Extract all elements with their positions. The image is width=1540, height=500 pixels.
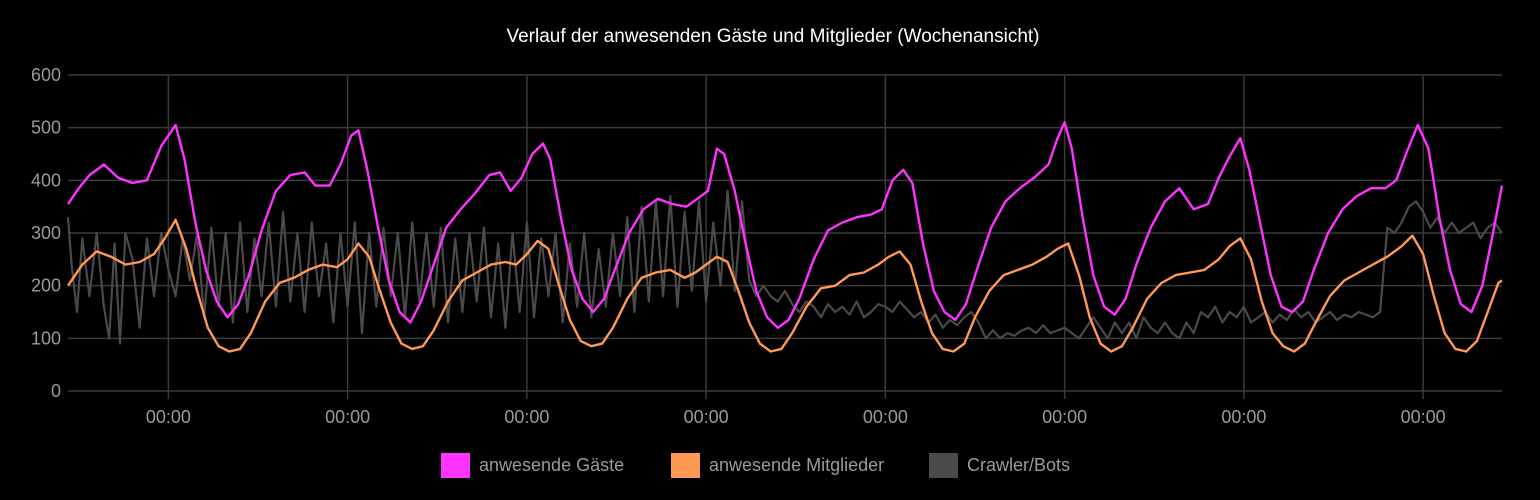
y-tick-label: 500 <box>31 118 61 138</box>
legend-item-0[interactable]: anwesende Gäste <box>441 453 624 478</box>
legend[interactable]: anwesende Gäste anwesende Mitglieder Crawl… <box>441 453 1070 478</box>
legend-swatch <box>441 453 470 478</box>
chart-title: Verlauf der anwesenden Gäste und Mitglie… <box>506 26 1039 47</box>
y-axis: 0 100 200 300 400 500 600 <box>31 65 61 401</box>
legend-label: anwesende Mitglieder <box>709 455 884 475</box>
series-line-0 <box>67 121 1504 329</box>
x-tick-label: 00:00 <box>1221 407 1266 427</box>
x-tick-label: 00:00 <box>684 407 729 427</box>
legend-item-2[interactable]: Crawler/Bots <box>929 453 1070 478</box>
y-tick-label: 0 <box>51 381 61 401</box>
series-line-2 <box>66 189 1503 345</box>
legend-swatch <box>929 453 958 478</box>
x-tick-label: 00:00 <box>1042 407 1087 427</box>
plot-area <box>66 121 1504 353</box>
legend-label: Crawler/Bots <box>967 455 1070 475</box>
y-tick-label: 200 <box>31 276 61 296</box>
x-tick-label: 00:00 <box>325 407 370 427</box>
y-tick-label: 300 <box>31 223 61 243</box>
x-tick-label: 00:00 <box>504 407 549 427</box>
x-tick-label: 00:00 <box>1401 407 1446 427</box>
legend-label: anwesende Gäste <box>479 455 624 475</box>
grid <box>68 74 1502 399</box>
legend-item-1[interactable]: anwesende Mitglieder <box>671 453 884 478</box>
y-tick-label: 600 <box>31 65 61 85</box>
x-tick-label: 00:00 <box>146 407 191 427</box>
x-axis: 00:00 00:00 00:00 00:00 00:00 00:00 00:00 00:00 <box>146 407 1446 427</box>
y-tick-label: 400 <box>31 170 61 190</box>
legend-swatch <box>671 453 700 478</box>
x-tick-label: 00:00 <box>863 407 908 427</box>
series-line-1 <box>67 218 1503 353</box>
y-tick-label: 100 <box>31 328 61 348</box>
